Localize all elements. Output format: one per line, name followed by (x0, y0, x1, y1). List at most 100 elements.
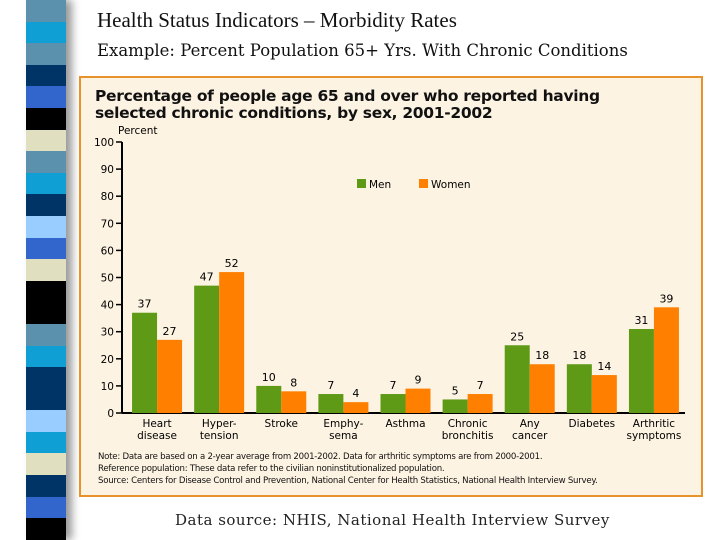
reference-line: Reference population: These data refer t… (98, 464, 445, 474)
slide-title: Health Status Indicators – Morbidity Rat… (97, 8, 457, 32)
data-label: 31 (634, 314, 648, 327)
data-label: 27 (163, 325, 177, 338)
stripe (26, 21, 66, 44)
x-tick-label: Chronic (448, 418, 488, 430)
stripe (26, 259, 66, 281)
data-label: 39 (659, 292, 673, 305)
bar-women (281, 391, 307, 413)
stripe (26, 107, 66, 130)
bar-men (442, 399, 468, 413)
y-tick-label: 50 (101, 273, 114, 285)
y-tick-label: 90 (101, 164, 114, 176)
stripe (26, 496, 66, 519)
data-label: 25 (510, 330, 524, 343)
x-tick-label: Hyper- (202, 418, 237, 430)
stripe (26, 237, 66, 260)
bar-men (628, 328, 654, 413)
data-label: 7 (327, 379, 334, 392)
chart-frame (79, 76, 703, 497)
x-tick-label: Diabetes (569, 418, 616, 430)
chart-notes: Note: Data are based on a 2-year average… (98, 451, 598, 487)
stripe (26, 64, 66, 87)
y-tick-label: 70 (101, 218, 114, 230)
bar-women (653, 307, 679, 413)
stripe (26, 345, 66, 368)
data-label: 52 (225, 257, 239, 270)
bar-men (566, 364, 592, 413)
y-tick-label: 100 (94, 137, 114, 149)
x-tick-label: Any (520, 418, 540, 430)
bar-men (194, 285, 220, 413)
x-tick-label: Heart (142, 418, 171, 430)
data-label: 4 (352, 387, 359, 400)
y-tick-label: 80 (101, 191, 114, 203)
stripe (26, 151, 66, 173)
stripe (26, 172, 66, 195)
legend-label: Men (369, 179, 391, 191)
x-tick-label: Emphy- (323, 418, 363, 430)
data-label: 14 (597, 360, 611, 373)
y-tick-label: 40 (101, 300, 114, 312)
bar-men (132, 312, 158, 413)
stripe (26, 431, 66, 454)
source-line: Source: Centers for Disease Control and … (98, 476, 598, 486)
x-tick-label: Asthma (385, 418, 425, 430)
x-tick-label: disease (137, 430, 177, 442)
bar-men (380, 394, 406, 413)
x-tick-label: Stroke (265, 418, 298, 430)
bar-women (591, 375, 617, 413)
bar-men (256, 385, 282, 413)
chart-title: Percentage of people age 65 and over who… (95, 87, 600, 122)
stripe (26, 302, 66, 324)
bar-women (343, 402, 369, 413)
x-tick-label: sema (329, 430, 358, 442)
stripe (26, 453, 66, 476)
data-label: 7 (477, 379, 484, 392)
stripe (26, 86, 66, 108)
data-label: 7 (390, 379, 397, 392)
stripe (26, 475, 66, 497)
y-tick-label: 0 (107, 408, 114, 420)
decorative-stripe-bar (26, 0, 66, 540)
legend-label: Women (431, 179, 471, 191)
bar-men (504, 345, 530, 413)
stripe (26, 194, 66, 216)
x-tick-label: cancer (512, 430, 548, 442)
data-label: 18 (535, 349, 549, 362)
data-label: 8 (290, 376, 297, 389)
stripe (26, 323, 66, 346)
stripe (26, 518, 66, 540)
data-label: 10 (262, 371, 276, 384)
x-tick-label: symptoms (627, 430, 682, 442)
bar-women (529, 364, 555, 413)
y-tick-label: 60 (101, 245, 114, 257)
y-axis-label: Percent (118, 125, 158, 137)
stripe (26, 0, 66, 22)
bar-women (467, 394, 493, 413)
data-label: 5 (452, 384, 459, 397)
data-label: 37 (138, 298, 152, 311)
bar-men (318, 394, 344, 413)
x-tick-label: Arthritic (633, 418, 676, 430)
legend-swatch-women (419, 179, 428, 188)
bar-women (157, 339, 183, 413)
data-label: 9 (415, 374, 422, 387)
bar-women (405, 388, 431, 413)
stripe (26, 367, 66, 389)
stripe (26, 280, 66, 303)
data-label: 18 (572, 349, 586, 362)
x-tick-label: tension (200, 430, 239, 442)
y-tick-label: 20 (101, 354, 114, 366)
stripe (26, 215, 66, 238)
bar-women (219, 272, 245, 413)
x-tick-label: bronchitis (442, 430, 494, 442)
note-line: Note: Data are based on a 2-year average… (98, 452, 543, 462)
stripe (26, 410, 66, 432)
data-source-footer: Data source: NHIS, National Health Inter… (175, 511, 610, 529)
slide-subtitle: Example: Percent Population 65+ Yrs. Wit… (97, 41, 628, 60)
stripe (26, 129, 66, 152)
y-tick-label: 10 (101, 381, 114, 393)
stripe (26, 43, 66, 65)
data-label: 47 (200, 271, 214, 284)
